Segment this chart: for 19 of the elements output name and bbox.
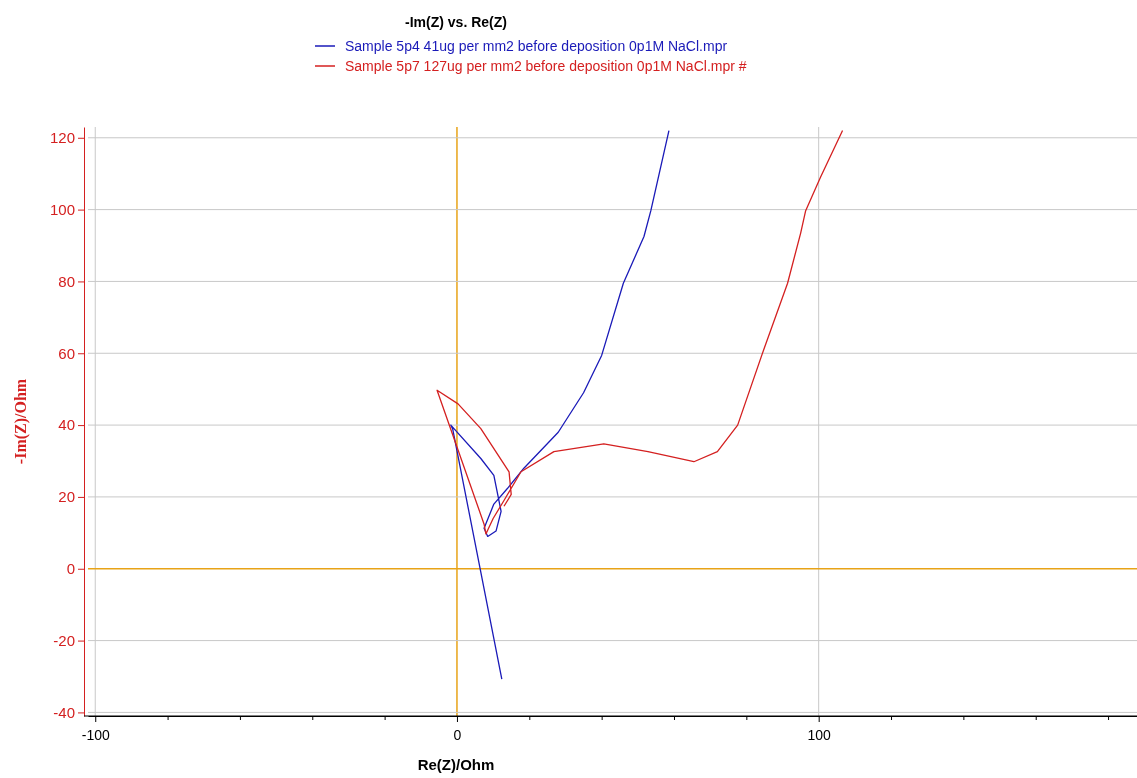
y-tick-label: 0 bbox=[66, 560, 75, 578]
y-tick-label: 100 bbox=[49, 200, 75, 218]
y-tick-label: 40 bbox=[58, 416, 75, 434]
legend-label: Sample 5p7 127ug per mm2 before deposition 0p1M NaCl.mpr # bbox=[345, 58, 747, 74]
y-tick-label: 120 bbox=[49, 129, 75, 147]
x-tick-label: 100 bbox=[807, 727, 832, 744]
chart-title: -Im(Z) vs. Re(Z) bbox=[405, 14, 507, 30]
x-axis-title: Re(Z)/Ohm bbox=[417, 756, 495, 773]
y-tick-label: 80 bbox=[58, 272, 75, 290]
y-tick-label: -20 bbox=[53, 631, 75, 649]
y-tick-label: -40 bbox=[53, 703, 75, 721]
y-axis-title: -Im(Z)/Ohm bbox=[12, 378, 30, 465]
line-series bbox=[450, 129, 670, 680]
x-tick-label: 0 bbox=[453, 727, 462, 744]
y-tick-label: 60 bbox=[58, 344, 75, 362]
legend-label: Sample 5p4 41ug per mm2 before deposition 0p1M NaCl.mpr bbox=[345, 38, 728, 54]
x-tick-label: -100 bbox=[81, 727, 110, 744]
line-series bbox=[436, 129, 844, 535]
y-tick-label: 20 bbox=[58, 488, 75, 506]
